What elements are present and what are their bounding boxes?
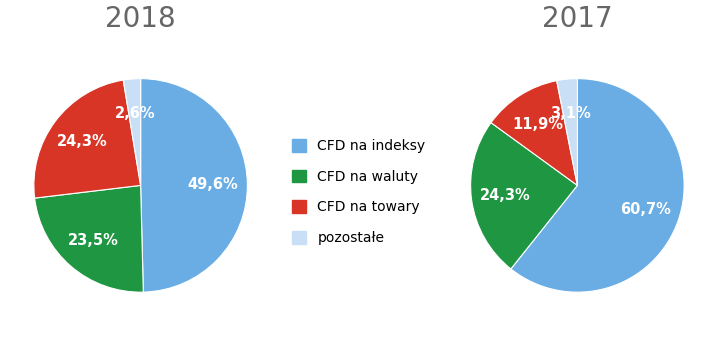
- Wedge shape: [141, 78, 248, 292]
- Title: 2018: 2018: [106, 5, 176, 33]
- Wedge shape: [556, 78, 577, 185]
- Text: 2,6%: 2,6%: [114, 105, 155, 121]
- Wedge shape: [34, 185, 144, 292]
- Text: 11,9%: 11,9%: [513, 117, 564, 132]
- Text: 3,1%: 3,1%: [550, 105, 591, 121]
- Wedge shape: [34, 80, 141, 198]
- Text: 23,5%: 23,5%: [67, 233, 118, 248]
- Wedge shape: [470, 123, 577, 269]
- Text: 24,3%: 24,3%: [480, 188, 531, 203]
- Wedge shape: [123, 78, 141, 185]
- Title: 2017: 2017: [542, 5, 612, 33]
- Wedge shape: [491, 81, 577, 185]
- Legend: CFD na indeksy, CFD na waluty, CFD na towary, pozostałe: CFD na indeksy, CFD na waluty, CFD na to…: [292, 139, 426, 245]
- Text: 24,3%: 24,3%: [57, 134, 108, 149]
- Text: 49,6%: 49,6%: [188, 177, 238, 192]
- Text: 60,7%: 60,7%: [620, 202, 671, 217]
- Wedge shape: [511, 78, 684, 292]
